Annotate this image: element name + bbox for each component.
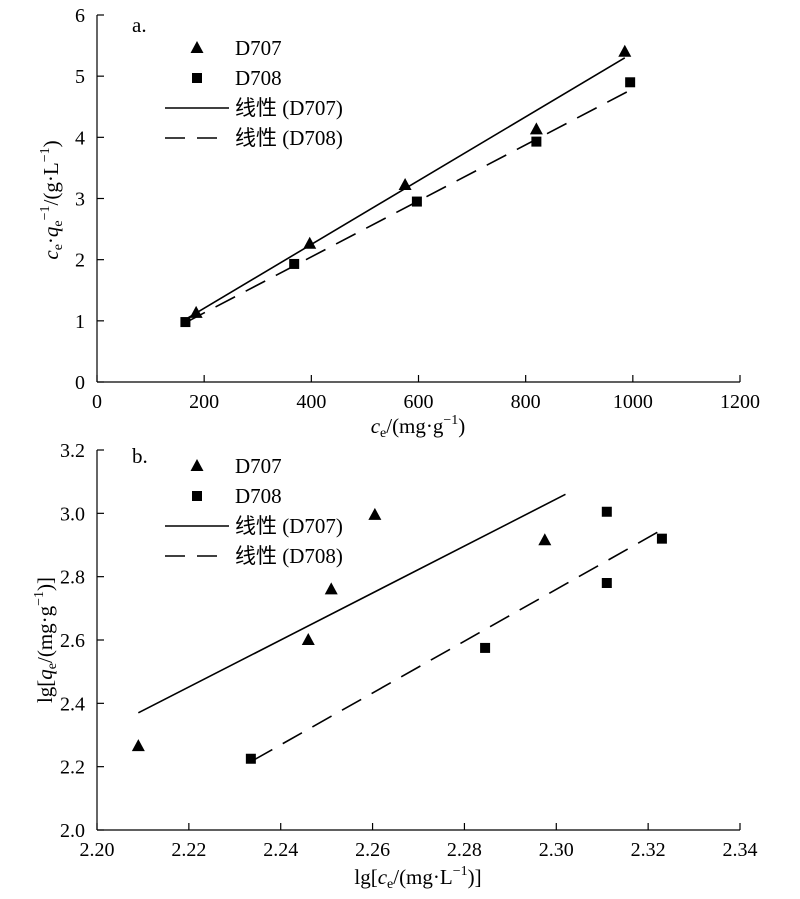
panel-a-y-tick-label: 4	[75, 127, 85, 149]
panel-a-point-d707	[398, 178, 412, 191]
chart-panel-b: b. lg[qe/(mg·g−1)] lg[ce/(mg·L−1)] 2.20 2…	[32, 440, 758, 892]
panel-a-x-tick-label: 600	[404, 391, 434, 413]
panel-b-y-tick-label: 2.2	[60, 757, 85, 779]
panel-a-legend-marker-d708	[192, 73, 202, 83]
panel-b-x-tick-label: 2.34	[723, 839, 758, 861]
panel-a-legend-label-d707: D707	[235, 36, 282, 60]
chart-panel-a: a. ce·qe−1/(g·L−1) ce/(mg·g−1) 0 200 400 60…	[38, 5, 760, 441]
panel-a-x-tick-label: 400	[296, 391, 326, 413]
panel-b-point-d708	[245, 753, 256, 764]
panel-b-fit-line-d707	[137, 493, 566, 714]
panel-a-point-d707	[303, 236, 317, 249]
panel-a-y-tick-label: 1	[75, 311, 85, 333]
panel-b-point-d707	[538, 533, 552, 546]
panel-a-x-tick-label: 1200	[720, 391, 760, 413]
panel-b-x-tick-label: 2.30	[539, 839, 574, 861]
panel-b-point-d708	[480, 642, 491, 653]
svg-text:lg[ce/(mg·L−1)]: lg[ce/(mg·L−1)]	[354, 864, 481, 892]
panel-b-legend-marker-d707	[190, 459, 204, 471]
panel-b-fit-line-d708	[252, 531, 658, 762]
panel-b-y-tick-label: 2.6	[60, 630, 85, 652]
panel-a-point-d707	[618, 44, 632, 57]
panel-b-y-axis-title: lg[qe/(mg·g−1)]	[32, 577, 60, 703]
panel-b-y-tick-label: 2.8	[60, 567, 85, 589]
panel-b-point-d707	[301, 633, 315, 645]
panel-b-y-tick-label: 3.0	[60, 503, 85, 525]
panel-a-point-d708	[531, 136, 542, 147]
panel-a-legend-label-fit-d708: 线性 (D708)	[235, 126, 343, 150]
panel-b-x-tick-label: 2.20	[80, 839, 115, 861]
panel-a-x-tick-label: 200	[189, 391, 219, 413]
panel-a-x-tick-label: 0	[92, 391, 102, 413]
panel-b-legend-label-d708: D708	[235, 484, 282, 508]
panel-a-point-d707	[189, 305, 203, 318]
panel-a-y-tick-label: 3	[75, 189, 85, 211]
panel-b-point-d708	[656, 533, 667, 544]
panel-a-x-tick-label: 1000	[613, 391, 653, 413]
panel-a-point-d708	[411, 196, 422, 207]
panel-b-point-d708	[601, 578, 612, 588]
panel-b-label: b.	[132, 444, 148, 468]
panel-b-legend-marker-d708	[192, 491, 202, 501]
panel-b-legend-label-fit-d707: 线性 (D707)	[235, 514, 343, 538]
svg-text:ce/(mg·g−1): ce/(mg·g−1)	[371, 413, 466, 441]
panel-b-point-d708	[601, 506, 612, 517]
panel-a-point-d708	[625, 77, 636, 88]
panel-a-legend-marker-d707	[190, 41, 204, 53]
panel-a-x-tick-label: 800	[511, 391, 541, 413]
panel-a-x-axis-title: ce/(mg·g−1)	[371, 413, 466, 441]
panel-b-x-tick-label: 2.32	[631, 839, 666, 861]
panel-a-y-tick-label: 2	[75, 250, 85, 272]
panel-b-y-tick-label: 3.2	[60, 440, 85, 462]
panel-b-legend-label-d707: D707	[235, 454, 282, 478]
panel-a-point-d708	[180, 317, 191, 328]
panel-b-x-tick-label: 2.22	[171, 839, 206, 861]
panel-a-label: a.	[132, 13, 147, 37]
panel-b-y-tick-label: 2.4	[60, 693, 85, 715]
panel-a-fit-line-d708	[185, 89, 631, 324]
panel-a-legend-label-fit-d707: 线性 (D707)	[235, 96, 343, 120]
panel-b-point-d707	[368, 507, 382, 520]
svg-text:lg[qe/(mg·g−1)]: lg[qe/(mg·g−1)]	[32, 577, 60, 703]
panel-a-point-d707	[529, 122, 543, 135]
svg-text:ce·qe−1/(g·L−1): ce·qe−1/(g·L−1)	[38, 140, 66, 259]
panel-a-point-d708	[289, 258, 300, 269]
panel-a-y-tick-label: 6	[75, 5, 85, 27]
panel-b-y-tick-label: 2.0	[60, 820, 85, 842]
panel-b-x-axis-title: lg[ce/(mg·L−1)]	[354, 864, 481, 892]
panel-b-point-d707	[131, 739, 145, 752]
panel-b-x-tick-label: 2.24	[263, 839, 298, 861]
panel-b-x-tick-label: 2.28	[447, 839, 482, 861]
panel-b-x-tick-label: 2.26	[355, 839, 390, 861]
panel-a-y-tick-label: 5	[75, 66, 85, 88]
panel-b-point-d707	[324, 582, 338, 595]
panel-a-legend-label-d708: D708	[235, 66, 282, 90]
panel-a-y-axis-title: ce·qe−1/(g·L−1)	[38, 140, 66, 259]
panel-b-legend-label-fit-d708: 线性 (D708)	[235, 544, 343, 568]
panel-a-y-tick-label: 0	[75, 372, 85, 394]
